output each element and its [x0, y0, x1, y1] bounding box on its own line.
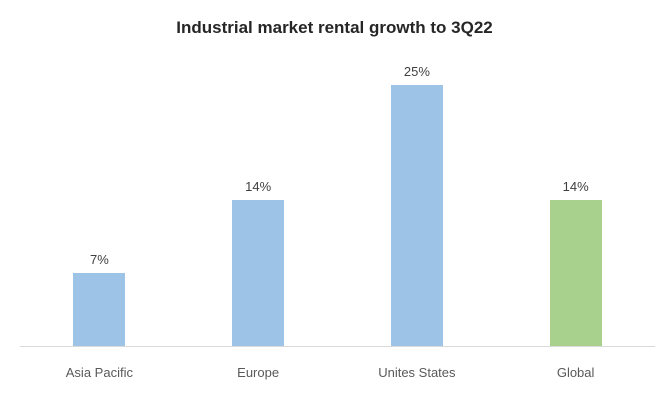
data-label-unites-states: 25% — [403, 64, 430, 79]
bar-europe — [232, 200, 285, 346]
bar-group-asia-pacific: 7% — [20, 253, 179, 346]
bar-global — [549, 200, 602, 346]
x-tick-asia-pacific: Asia Pacific — [65, 365, 133, 380]
x-tick-europe: Europe — [237, 365, 280, 380]
bar-unites-states — [390, 85, 443, 346]
bar-group-unites-states: 25% — [338, 65, 497, 346]
bar-group-global: 14% — [496, 180, 655, 346]
x-axis: Asia Pacific Europe Unites States Global — [20, 366, 655, 379]
data-label-europe: 14% — [245, 179, 272, 194]
data-label-asia-pacific: 7% — [89, 252, 109, 267]
bar-group-europe: 14% — [179, 180, 338, 346]
chart-title: Industrial market rental growth to 3Q22 — [176, 18, 493, 37]
plot-area: 7% 14% 25% 14% — [20, 64, 655, 347]
data-label-global: 14% — [562, 179, 589, 194]
x-tick-global: Global — [556, 365, 595, 380]
bar-asia-pacific — [73, 273, 126, 346]
x-tick-unites-states: Unites States — [378, 365, 456, 380]
